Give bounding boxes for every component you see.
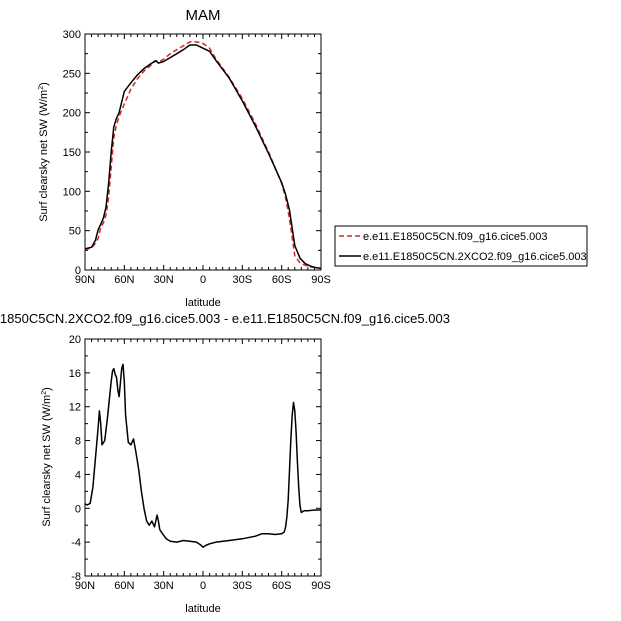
bottom-title: e.e11.E1850C5CN.2XCO2.f09_g16.cice5.003 …: [0, 311, 450, 326]
legend-label-2xco2: e.e11.E1850C5CN.2XCO2.f09_g16.cice5.003: [363, 251, 587, 263]
top-y-tick-label: 300: [63, 29, 81, 41]
top-ylabel-sup: 2: [38, 86, 45, 90]
bottom-x-tick-label: 60S: [272, 580, 292, 592]
top-y-tick-label: 200: [63, 108, 81, 120]
top-series-line-0: [84, 41, 322, 270]
legend-label-control: e.e11.E1850C5CN.f09_g16.cice5.003: [363, 231, 548, 243]
bottom-y-tick-label: 8: [75, 436, 81, 448]
top-x-tick-label: 90S: [311, 274, 331, 286]
top-frame: [84, 33, 322, 271]
top-y-tick-label: 0: [75, 265, 81, 277]
top-ylabel-tail: ): [38, 82, 50, 86]
bottom-plot-area: 90N 60N 30N 0 30S 60S 90S -8 -4 0 4 8 12 16 20: [69, 334, 331, 592]
bottom-xlabel: latitude: [185, 603, 220, 615]
top-ylabel-main: Surf clearsky net SW (W/m: [38, 90, 50, 222]
top-x-tick-label: 30S: [233, 274, 253, 286]
top-ylabel: Surf clearsky net SW (W/m2): [38, 82, 50, 222]
bottom-ylabel-main: Surf clearsky net SW (W/m: [41, 395, 53, 527]
bottom-x-tick-label: 30S: [233, 580, 253, 592]
top-panel: MAM 90N 60N 30N 0 30S 60S 90S 0 50 100 150 200 250 30…: [38, 7, 331, 309]
bottom-y-tick-label: -4: [71, 537, 81, 549]
top-title: MAM: [186, 7, 221, 24]
bottom-y-tick-label: 12: [69, 402, 81, 414]
top-y-tick-label: 150: [63, 147, 81, 159]
bottom-y-tick-label: 0: [75, 503, 81, 515]
top-series-line-1: [84, 44, 322, 270]
bottom-x-tick-label: 90S: [311, 580, 331, 592]
top-x-tick-label: 0: [200, 274, 206, 286]
bottom-y-tick-label: -8: [71, 571, 81, 583]
top-x-tick-label: 60N: [114, 274, 134, 286]
top-y-tick-label: 100: [63, 186, 81, 198]
legend-box: [334, 225, 588, 267]
top-x-tick-label: 30N: [154, 274, 174, 286]
top-y-tick-label: 50: [69, 226, 81, 238]
legend: e.e11.E1850C5CN.f09_g16.cice5.003 e.e11.…: [334, 225, 588, 267]
top-x-tick-label: 60S: [272, 274, 292, 286]
bottom-y-tick-label: 4: [75, 469, 81, 481]
top-xlabel: latitude: [185, 297, 220, 309]
bottom-ylabel: Surf clearsky net SW (W/m2): [41, 387, 53, 527]
top-x-tick-label: 90N: [75, 274, 95, 286]
bottom-x-tick-label: 60N: [114, 580, 134, 592]
bottom-panel: e.e11.E1850C5CN.2XCO2.f09_g16.cice5.003 …: [0, 311, 450, 615]
top-plot-area: 90N 60N 30N 0 30S 60S 90S 0 50 100 150 200 250 300: [63, 29, 331, 286]
bottom-series-line-0: [84, 363, 321, 548]
top-y-tick-label: 250: [63, 68, 81, 80]
bottom-y-tick-label: 16: [69, 368, 81, 380]
bottom-ylabel-tail: ): [41, 387, 53, 391]
bottom-ylabel-sup: 2: [41, 391, 48, 395]
bottom-x-tick-label: 90N: [75, 580, 95, 592]
bottom-frame: [84, 338, 322, 577]
bottom-x-tick-label: 30N: [154, 580, 174, 592]
bottom-y-tick-label: 20: [69, 334, 81, 346]
bottom-x-tick-label: 0: [200, 580, 206, 592]
